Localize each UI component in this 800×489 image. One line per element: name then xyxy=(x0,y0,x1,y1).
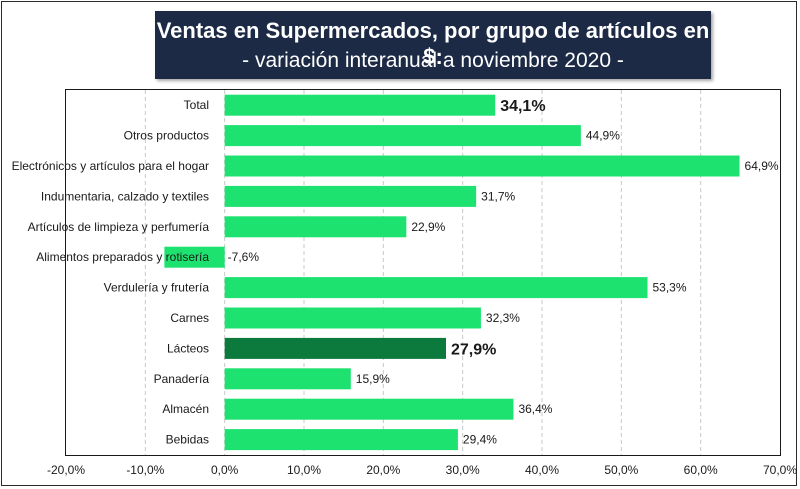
plot-area xyxy=(65,89,781,456)
bar-otros-productos xyxy=(224,125,581,147)
chart-subtitle: - variación interanual a noviembre 2020 … xyxy=(242,49,624,72)
x-tick-label: 0,0% xyxy=(211,463,239,477)
bar-almacen xyxy=(224,398,514,420)
bar-lacteos xyxy=(224,337,447,359)
value-label: 31,7% xyxy=(481,189,515,203)
x-tick-label: 30,0% xyxy=(446,463,480,477)
value-label: -7,6% xyxy=(228,250,260,264)
category-label: Almacén xyxy=(162,402,209,416)
category-label: Bebidas xyxy=(166,433,209,447)
category-label: Artículos de limpieza y perfumería xyxy=(28,220,210,234)
bar-bebidas xyxy=(224,429,458,451)
category-label: Lácteos xyxy=(167,341,209,355)
value-label: 64,9% xyxy=(745,159,779,173)
category-label: Alimentos preparados y rotisería xyxy=(36,250,209,264)
x-tick-label: 50,0% xyxy=(604,463,638,477)
bar-indumentaria-calzado-y-textiles xyxy=(224,185,477,207)
value-label: 44,9% xyxy=(586,129,620,143)
x-tick-label: 10,0% xyxy=(287,463,321,477)
value-label: 15,9% xyxy=(356,372,390,386)
x-tick-label: -20,0% xyxy=(47,463,85,477)
x-tick-label: 70,0% xyxy=(763,463,797,477)
bar-electronicos-y-articulos-para-el-hogar xyxy=(224,155,740,177)
bar-panaderia xyxy=(224,368,351,390)
category-label: Total xyxy=(184,98,209,112)
value-label: 22,9% xyxy=(411,220,445,234)
category-label: Verdulería y frutería xyxy=(104,281,210,295)
value-label: 32,3% xyxy=(486,311,520,325)
bar-verduleria-y-fruteria xyxy=(224,277,648,299)
x-tick-label: 60,0% xyxy=(684,463,718,477)
category-label: Otros productos xyxy=(124,129,209,143)
category-label: Indumentaria, calzado y textiles xyxy=(41,189,209,203)
value-label: 36,4% xyxy=(518,402,552,416)
bar-articulos-de-limpieza-y-perfumeria xyxy=(224,216,407,238)
bars xyxy=(164,94,740,451)
bar-total xyxy=(224,94,496,116)
category-label: Panadería xyxy=(154,372,210,386)
category-label: Carnes xyxy=(170,311,209,325)
value-label: 34,1% xyxy=(500,98,545,115)
value-label: 27,9% xyxy=(451,341,496,358)
bar-alimentos-preparados-y-rotiseria xyxy=(164,246,225,268)
gridlines xyxy=(144,90,702,455)
x-axis-ticks: -20,0% -10,0% 0,0% 10,0% 20,0% 30,0% 40,0% 50,0… xyxy=(47,463,797,477)
x-tick-label: 40,0% xyxy=(525,463,559,477)
chart-title: Ventas en Supermercados, por grupo de ar… xyxy=(156,18,710,69)
chart-title-box: Ventas en Supermercados, por grupo de ar… xyxy=(155,11,711,79)
category-label: Electrónicos y artículos para el hogar xyxy=(12,159,209,173)
value-labels: 34,1% 44,9% 64,9% 31,7% 22,9% -7,6% 53,3% 32,3%… xyxy=(228,98,779,446)
x-tick-label: 20,0% xyxy=(366,463,400,477)
value-label: 53,3% xyxy=(653,281,687,295)
x-tick-label: -10,0% xyxy=(126,463,164,477)
value-label: 29,4% xyxy=(463,433,497,447)
bar-carnes xyxy=(224,307,481,329)
category-labels: Total Otros productos Electrónicos y artíc… xyxy=(12,98,210,446)
